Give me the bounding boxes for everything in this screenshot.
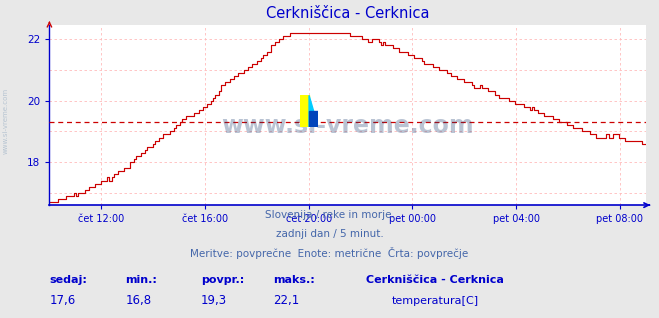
Text: 22,1: 22,1 (273, 294, 300, 307)
Text: temperatura[C]: temperatura[C] (392, 295, 479, 306)
Bar (300, 95, 309, 127)
Text: sedaj:: sedaj: (49, 275, 87, 285)
Text: www.si-vreme.com: www.si-vreme.com (2, 88, 9, 154)
Text: Cerkniščica - Cerknica: Cerkniščica - Cerknica (366, 275, 503, 285)
Text: zadnji dan / 5 minut.: zadnji dan / 5 minut. (275, 229, 384, 239)
Polygon shape (309, 95, 318, 127)
Text: maks.:: maks.: (273, 275, 315, 285)
Text: min.:: min.: (125, 275, 157, 285)
Text: 19,3: 19,3 (201, 294, 227, 307)
Text: 17,6: 17,6 (49, 294, 76, 307)
Text: Slovenija / reke in morje.: Slovenija / reke in morje. (264, 210, 395, 220)
Bar (309, 111, 318, 127)
Text: www.si-vreme.com: www.si-vreme.com (221, 114, 474, 138)
Title: Cerkniščica - Cerknica: Cerkniščica - Cerknica (266, 6, 430, 22)
Text: povpr.:: povpr.: (201, 275, 244, 285)
Text: Meritve: povprečne  Enote: metrične  Črta: povprečje: Meritve: povprečne Enote: metrične Črta:… (190, 247, 469, 259)
Text: 16,8: 16,8 (125, 294, 152, 307)
